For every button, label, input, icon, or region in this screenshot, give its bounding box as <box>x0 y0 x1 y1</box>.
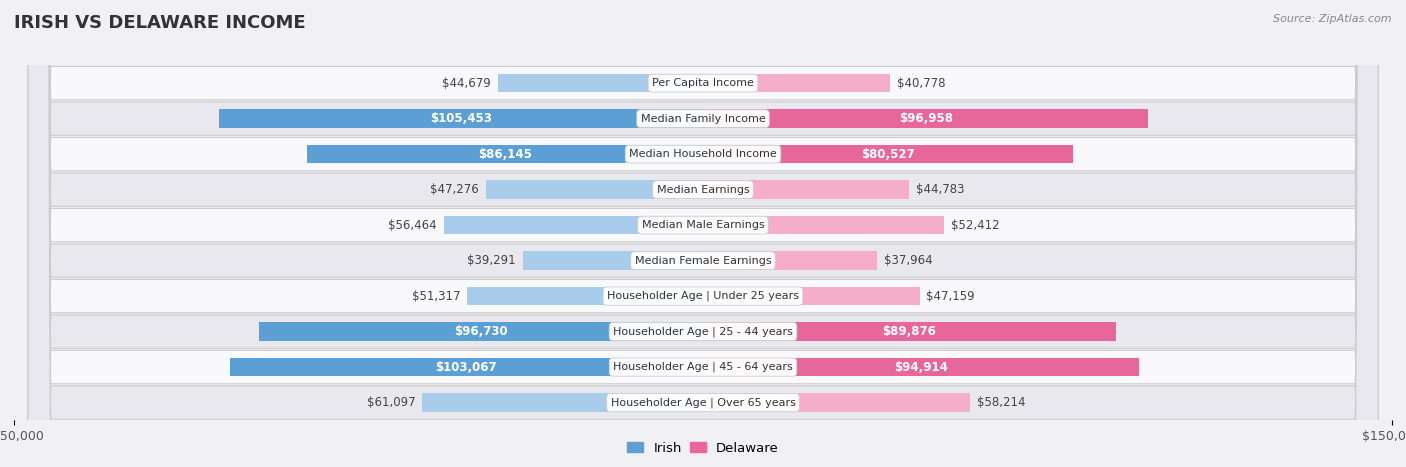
Text: $51,317: $51,317 <box>412 290 460 303</box>
Text: Per Capita Income: Per Capita Income <box>652 78 754 88</box>
Text: $52,412: $52,412 <box>950 219 1000 232</box>
FancyBboxPatch shape <box>28 0 1378 467</box>
Bar <box>703 251 877 270</box>
Text: $86,145: $86,145 <box>478 148 531 161</box>
FancyBboxPatch shape <box>28 0 1378 467</box>
Text: $61,097: $61,097 <box>367 396 416 409</box>
Text: $94,914: $94,914 <box>894 361 948 374</box>
Text: Householder Age | 25 - 44 years: Householder Age | 25 - 44 years <box>613 326 793 337</box>
Bar <box>422 393 703 412</box>
FancyBboxPatch shape <box>28 0 1378 467</box>
Text: IRISH VS DELAWARE INCOME: IRISH VS DELAWARE INCOME <box>14 14 305 32</box>
Text: $105,453: $105,453 <box>430 112 492 125</box>
Text: $103,067: $103,067 <box>436 361 498 374</box>
FancyBboxPatch shape <box>28 0 1378 467</box>
Bar <box>467 287 703 305</box>
Bar <box>703 287 920 305</box>
Bar <box>523 251 703 270</box>
Bar <box>498 74 703 92</box>
Text: Median Earnings: Median Earnings <box>657 184 749 195</box>
Text: Householder Age | Over 65 years: Householder Age | Over 65 years <box>610 397 796 408</box>
Text: $96,958: $96,958 <box>898 112 953 125</box>
Legend: Irish, Delaware: Irish, Delaware <box>621 436 785 460</box>
Text: $80,527: $80,527 <box>860 148 915 161</box>
Bar <box>703 216 943 234</box>
Text: $58,214: $58,214 <box>977 396 1026 409</box>
Text: $40,778: $40,778 <box>897 77 946 90</box>
Text: Median Female Earnings: Median Female Earnings <box>634 255 772 266</box>
Bar <box>703 393 970 412</box>
Bar <box>703 109 1149 128</box>
Bar <box>703 145 1073 163</box>
Text: Source: ZipAtlas.com: Source: ZipAtlas.com <box>1274 14 1392 24</box>
Text: $44,679: $44,679 <box>441 77 491 90</box>
Bar <box>444 216 703 234</box>
Bar <box>259 322 703 341</box>
Text: $56,464: $56,464 <box>388 219 437 232</box>
Text: $96,730: $96,730 <box>454 325 508 338</box>
Bar <box>308 145 703 163</box>
FancyBboxPatch shape <box>28 0 1378 467</box>
Bar <box>703 74 890 92</box>
Text: $44,783: $44,783 <box>915 183 965 196</box>
Text: Householder Age | Under 25 years: Householder Age | Under 25 years <box>607 291 799 301</box>
FancyBboxPatch shape <box>28 0 1378 467</box>
FancyBboxPatch shape <box>28 0 1378 467</box>
Text: $89,876: $89,876 <box>883 325 936 338</box>
Text: Median Male Earnings: Median Male Earnings <box>641 220 765 230</box>
Bar <box>486 180 703 199</box>
Text: $47,276: $47,276 <box>430 183 479 196</box>
Bar <box>229 358 703 376</box>
Bar <box>703 358 1139 376</box>
Text: Median Family Income: Median Family Income <box>641 113 765 124</box>
Bar <box>219 109 703 128</box>
Bar <box>703 322 1116 341</box>
Bar <box>703 180 908 199</box>
Text: Householder Age | 45 - 64 years: Householder Age | 45 - 64 years <box>613 362 793 372</box>
Text: $39,291: $39,291 <box>467 254 516 267</box>
FancyBboxPatch shape <box>28 0 1378 467</box>
FancyBboxPatch shape <box>28 0 1378 467</box>
Text: $37,964: $37,964 <box>884 254 932 267</box>
FancyBboxPatch shape <box>28 0 1378 467</box>
Text: $47,159: $47,159 <box>927 290 976 303</box>
Text: Median Household Income: Median Household Income <box>628 149 778 159</box>
